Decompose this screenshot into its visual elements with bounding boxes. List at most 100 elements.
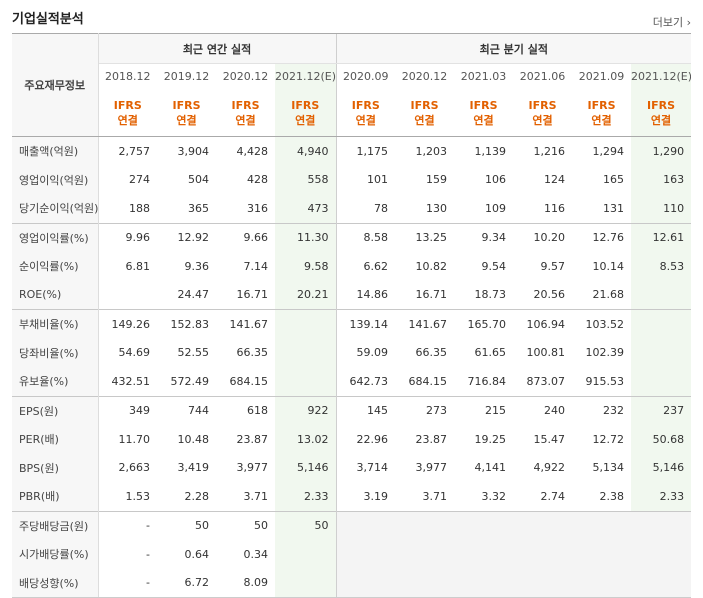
basis-label: 연결 bbox=[235, 113, 256, 127]
row-label: 당기순이익(억원) bbox=[12, 194, 99, 223]
table-cell: 131 bbox=[603, 201, 625, 215]
table-cell: 13.02 bbox=[275, 425, 337, 454]
table-cell: 5,146 bbox=[275, 453, 337, 482]
quarter-header: 최근 분기 실적 bbox=[335, 33, 692, 64]
row-label: 유보율(%) bbox=[12, 367, 99, 396]
ifrs-label: IFRS bbox=[172, 98, 201, 112]
table-cell: 5,134 bbox=[592, 461, 625, 475]
table-cell: 50 bbox=[216, 510, 275, 540]
table-cell: 349 bbox=[98, 395, 157, 425]
table-cell: 50 bbox=[275, 510, 337, 540]
table-cell bbox=[335, 540, 396, 569]
row-label: EPS(원) bbox=[12, 395, 99, 425]
table-cell: 0.64 bbox=[184, 547, 210, 561]
basis-label: 연결 bbox=[295, 113, 316, 127]
table-cell: 141.67 bbox=[216, 309, 275, 339]
table-cell: - bbox=[98, 510, 157, 540]
table-cell: 9.34 bbox=[454, 222, 514, 252]
table-row: 영업이익(억원) 274 504 428 558 101 159 106 124 165 163 bbox=[12, 165, 692, 194]
table-cell bbox=[275, 309, 337, 339]
table-cell bbox=[513, 540, 573, 569]
financial-table: 주요재무정보 최근 연간 실적 최근 분기 실적 2018.12 2019.12 2… bbox=[12, 33, 692, 598]
table-cell: 14.86 bbox=[335, 280, 396, 310]
table-cell bbox=[275, 540, 337, 569]
table-row: ROE(%) 24.47 16.71 20.21 14.86 16.71 18.73 20.5… bbox=[12, 280, 692, 310]
table-cell: 149.26 bbox=[98, 309, 157, 339]
table-cell: 10.48 bbox=[177, 432, 210, 446]
row-label: 시가배당률(%) bbox=[12, 540, 99, 569]
table-cell: 52.55 bbox=[177, 346, 210, 360]
table-cell: 163 bbox=[631, 165, 692, 194]
table-cell: 54.69 bbox=[118, 346, 151, 360]
table-row: 매출액(억원) 2,757 3,904 4,428 4,940 1,175 1,203 1,1… bbox=[12, 136, 692, 166]
table-cell: 237 bbox=[631, 395, 692, 425]
table-cell: 716.84 bbox=[467, 374, 507, 388]
table-cell: 21.68 bbox=[592, 288, 625, 302]
table-cell: 4,940 bbox=[275, 136, 337, 166]
row-header: 주요재무정보 bbox=[12, 33, 99, 137]
table-cell: 5,146 bbox=[631, 453, 692, 482]
row-label: PER(배) bbox=[12, 425, 99, 454]
table-cell: 6.62 bbox=[335, 252, 396, 281]
section-title: 기업실적분석 bbox=[12, 12, 84, 27]
table-cell bbox=[513, 510, 573, 540]
table-cell: 3,714 bbox=[335, 453, 396, 482]
ifrs-label: IFRS bbox=[113, 98, 142, 112]
table-cell: 66.35 bbox=[415, 346, 448, 360]
more-link[interactable]: 더보기 › bbox=[653, 14, 691, 30]
table-cell: 1.53 bbox=[125, 489, 151, 503]
table-cell bbox=[335, 510, 396, 540]
ifrs-basis: IFRS 연결 bbox=[454, 89, 514, 137]
table-cell: 106.94 bbox=[513, 309, 573, 339]
period-header: 2021.12(E) bbox=[631, 63, 692, 89]
table-cell: 16.71 bbox=[415, 288, 448, 302]
table-cell bbox=[98, 281, 157, 310]
table-cell: 20.21 bbox=[275, 280, 337, 310]
table-cell: 915.53 bbox=[585, 374, 625, 388]
ifrs-label: IFRS bbox=[291, 98, 320, 112]
ifrs-basis: IFRS 연결 bbox=[216, 89, 275, 137]
table-cell: 2.38 bbox=[599, 489, 625, 503]
table-cell: 103.52 bbox=[572, 309, 632, 339]
table-cell bbox=[454, 568, 514, 598]
table-cell: 1,294 bbox=[592, 144, 625, 158]
ifrs-label: IFRS bbox=[231, 98, 260, 112]
table-cell: 9.58 bbox=[275, 252, 337, 281]
table-cell: 4,428 bbox=[236, 144, 269, 158]
table-cell: 78 bbox=[335, 194, 396, 223]
table-cell: 2,757 bbox=[118, 144, 151, 158]
period-header: 2018.12 bbox=[105, 70, 151, 83]
table-cell bbox=[395, 568, 455, 598]
ifrs-basis: IFRS 연결 bbox=[275, 89, 337, 137]
ifrs-basis: IFRS 연결 bbox=[157, 89, 216, 137]
table-cell: 1,216 bbox=[533, 144, 566, 158]
table-cell: 159 bbox=[426, 173, 448, 187]
table-cell: 1,175 bbox=[335, 136, 396, 166]
table-cell: 3.19 bbox=[335, 482, 396, 511]
table-cell bbox=[572, 568, 632, 598]
row-label: 당좌비율(%) bbox=[12, 338, 99, 367]
table-cell: 744 bbox=[157, 395, 216, 425]
table-cell: 59.09 bbox=[335, 338, 396, 367]
table-cell: 12.92 bbox=[157, 222, 216, 252]
table-cell: 110 bbox=[631, 194, 692, 223]
table-row: 당좌비율(%) 54.69 52.55 66.35 59.09 66.35 61.65 100… bbox=[12, 338, 692, 367]
table-cell: 10.14 bbox=[592, 259, 625, 273]
row-label: 주당배당금(원) bbox=[12, 510, 99, 540]
table-cell: 2,663 bbox=[118, 461, 151, 475]
table-cell: - bbox=[98, 568, 157, 598]
ifrs-label: IFRS bbox=[469, 98, 498, 112]
table-cell: 145 bbox=[335, 395, 396, 425]
table-cell: 8.09 bbox=[216, 568, 275, 598]
table-cell: 10.20 bbox=[513, 222, 573, 252]
table-row: 순이익률(%) 6.81 9.36 7.14 9.58 6.62 10.82 9.54 9.57… bbox=[12, 252, 692, 281]
table-cell bbox=[513, 568, 573, 598]
table-cell: 8.58 bbox=[335, 222, 396, 252]
table-cell bbox=[631, 309, 692, 339]
table-row: 영업이익률(%) 9.96 12.92 9.66 11.30 8.58 13.25 9.34 1… bbox=[12, 222, 692, 252]
basis-label: 연결 bbox=[355, 113, 376, 127]
table-cell: 3.71 bbox=[422, 489, 448, 503]
ifrs-basis: IFRS 연결 bbox=[395, 89, 455, 137]
table-cell: 3,977 bbox=[236, 461, 269, 475]
basis-label: 연결 bbox=[176, 113, 197, 127]
